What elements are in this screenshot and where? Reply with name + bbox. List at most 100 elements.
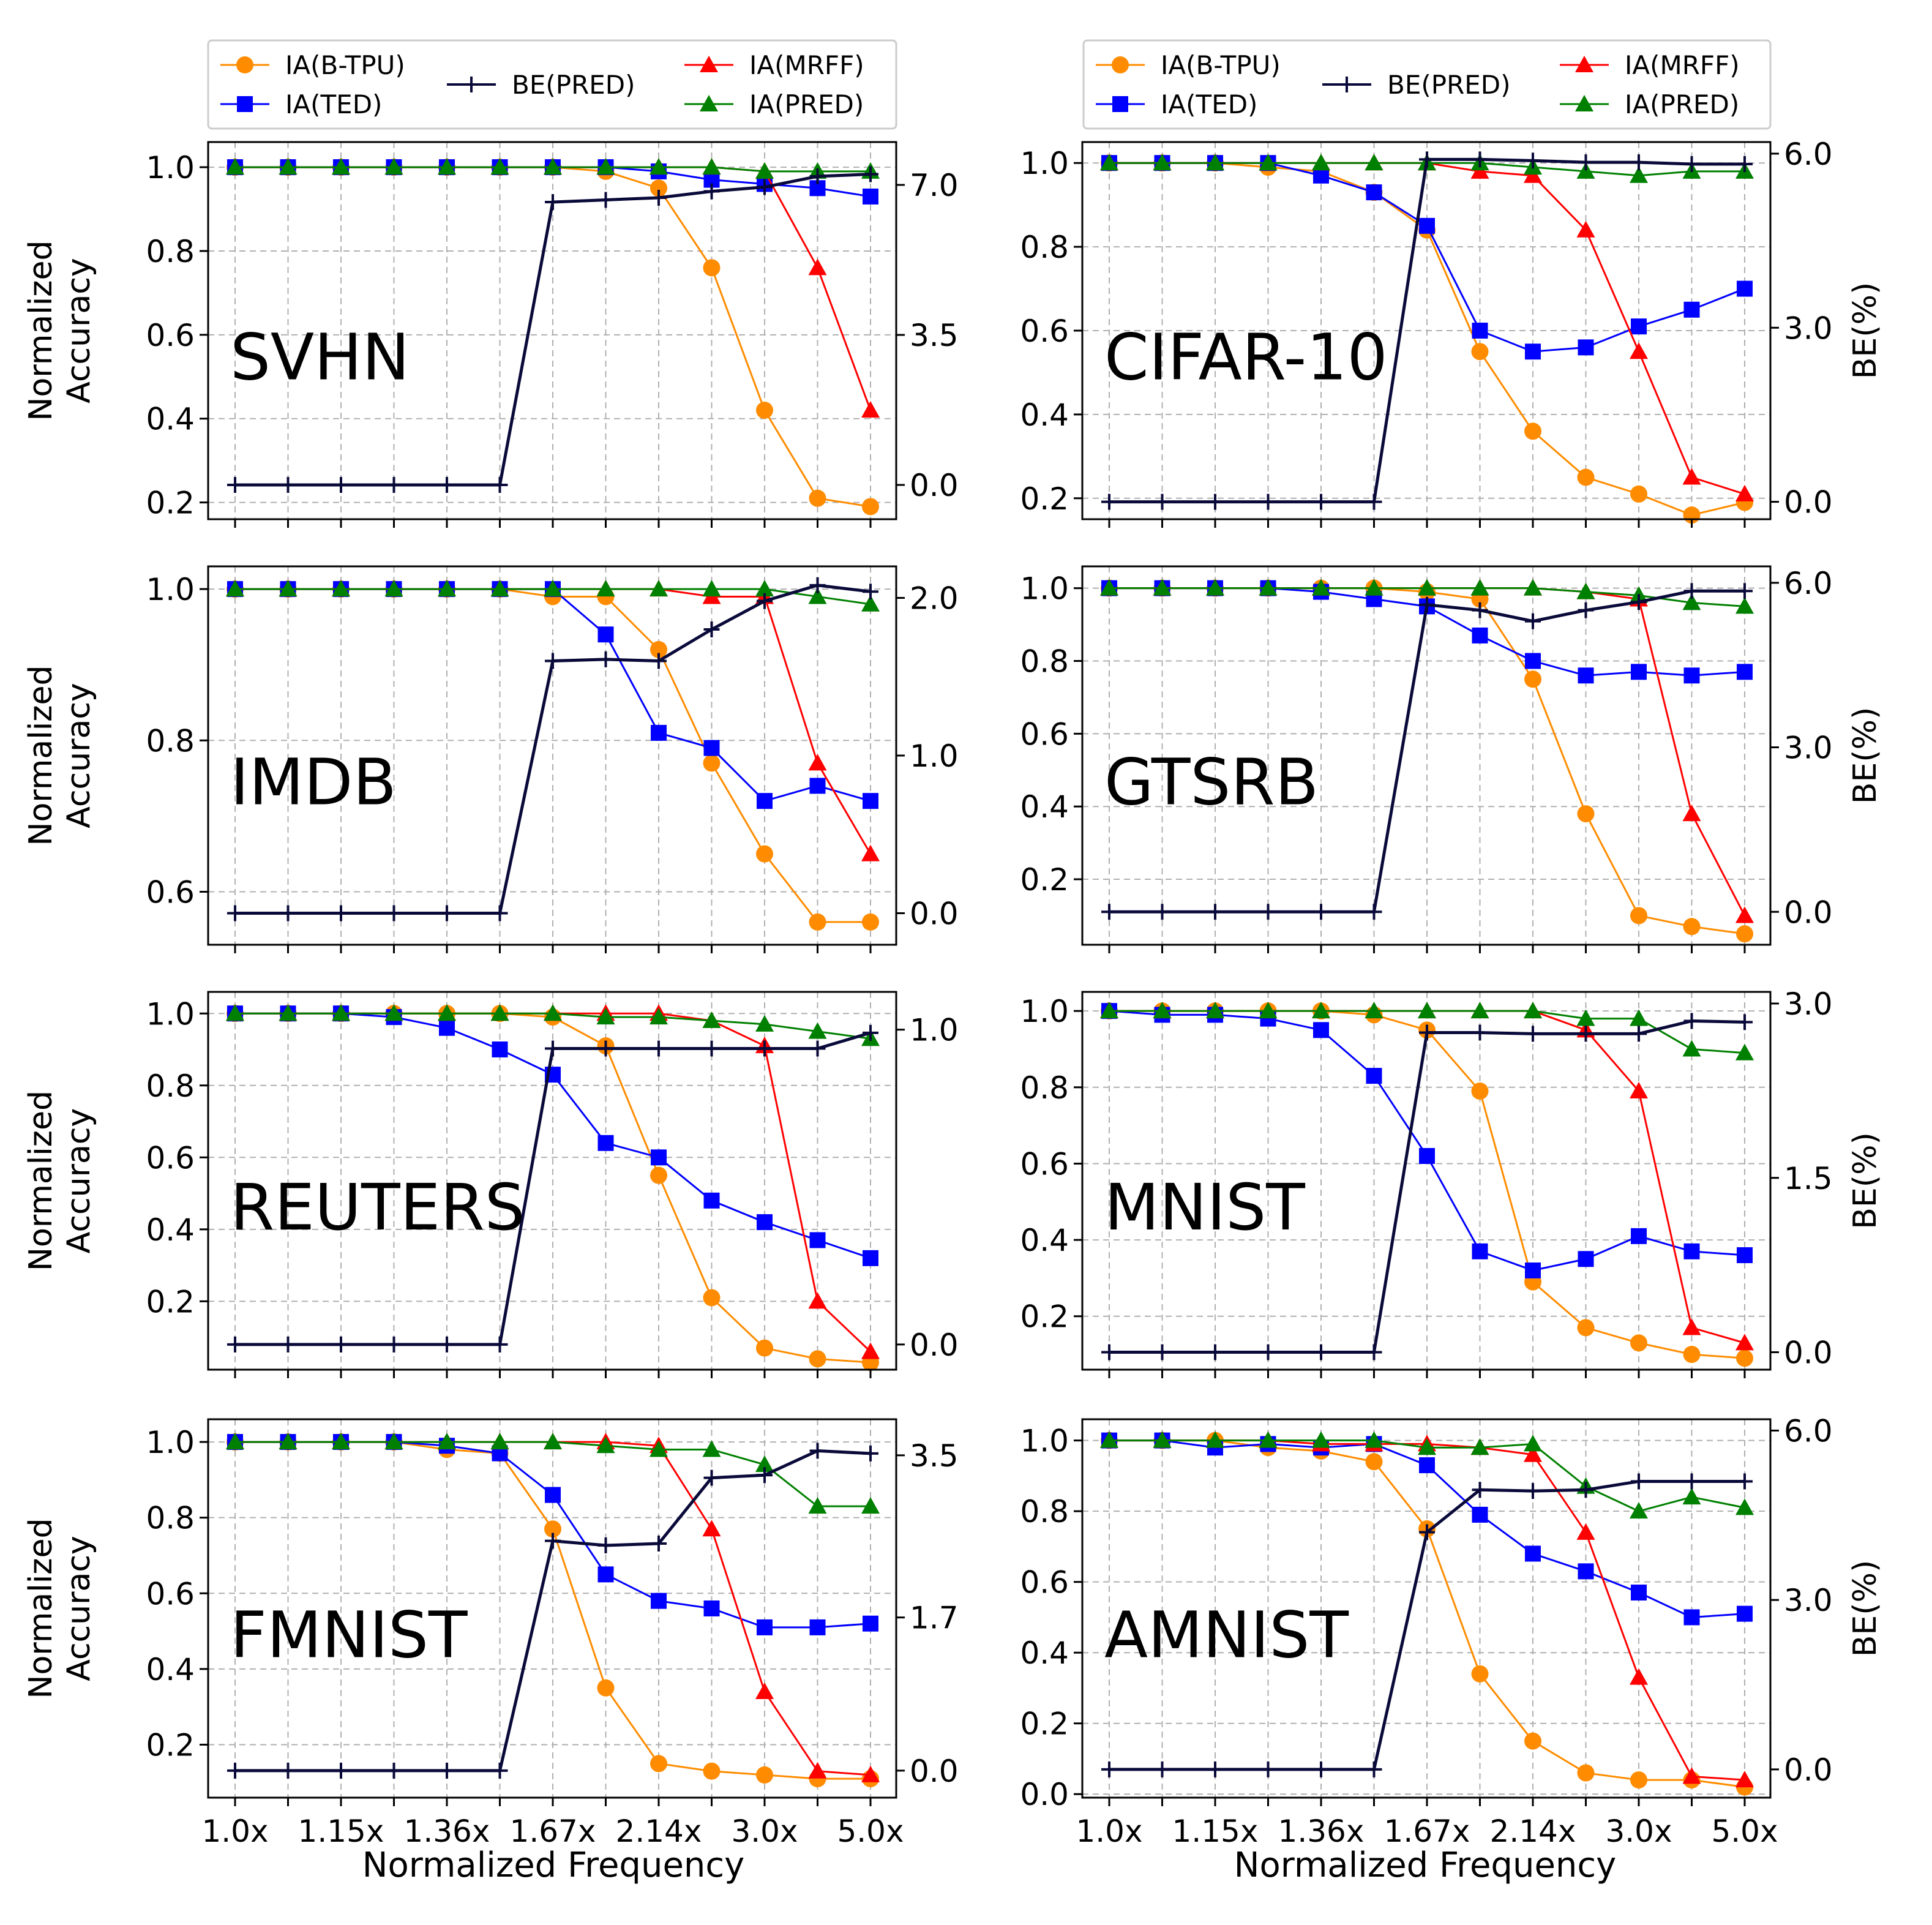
data-point-b_tpu — [862, 913, 879, 931]
data-point-b_tpu — [703, 259, 721, 277]
data-point-pred — [755, 1455, 774, 1473]
y2-tick-label: 1.0 — [910, 738, 959, 774]
data-point-be_pred — [1683, 156, 1700, 173]
data-point-b_tpu — [1577, 468, 1595, 486]
panel-imdb: 0.6 0.8 1.0 0.0 1.0 2.0 IMDB NormalizedAccuracy — [23, 565, 959, 953]
data-point-pred — [1153, 154, 1172, 171]
data-point-be_pred — [1578, 1482, 1594, 1498]
y2-tick-label: 0.0 — [1784, 485, 1833, 520]
y2-tick-label: 3.5 — [910, 1438, 959, 1474]
data-point-be_pred — [545, 194, 561, 210]
data-point-be_pred — [333, 1336, 349, 1353]
data-point-be_pred — [703, 1040, 720, 1057]
y-tick-label: 1.0 — [1020, 1424, 1069, 1459]
data-point-be_pred — [1207, 904, 1223, 920]
data-point-pred — [384, 1433, 403, 1450]
data-point-ted — [1683, 1609, 1700, 1626]
series-pred — [226, 1433, 880, 1514]
data-point-pred — [650, 580, 668, 597]
data-point-be_pred — [1472, 1482, 1488, 1498]
legend-marker-b_tpu — [1112, 56, 1129, 73]
panel-amnist: 1.0x 1.15x 1.36x 1.67x 2.14x 3.0x 5.0x0.00.20.… — [23, 1413, 1884, 1849]
data-point-ted — [757, 1214, 773, 1231]
series-be_pred — [1101, 1013, 1753, 1360]
data-point-pred — [279, 1433, 298, 1450]
data-point-ted — [1419, 217, 1435, 234]
data-point-b_tpu — [1524, 670, 1541, 688]
data-point-mrff — [1630, 342, 1648, 359]
data-point-ted — [651, 724, 667, 741]
data-point-mrff — [1682, 1318, 1701, 1335]
data-point-pred — [1259, 579, 1278, 596]
data-point-be_pred — [1737, 1014, 1753, 1030]
panel-gtsrb: 0.2 0.4 0.6 0.8 1.0 0.0 3.0 6.0 GTSRB NormalizedA… — [23, 565, 1884, 953]
panel-fmnist: 1.0x 1.15x 1.36x 1.67x 2.14x 3.0x 5.0x 0.2 0.4 0.… — [23, 1418, 959, 1849]
data-point-be_pred — [809, 1040, 826, 1057]
data-point-pred — [596, 1436, 615, 1454]
data-point-be_pred — [1419, 1024, 1435, 1041]
y-tick-label: 0.2 — [1020, 481, 1069, 517]
y2-tick-label: 2.0 — [910, 581, 959, 617]
legend-label-mrff: IA(MRFF) — [1625, 50, 1740, 80]
data-point-be_pred — [1631, 594, 1647, 610]
data-point-be_pred — [439, 1762, 455, 1779]
data-point-be_pred — [1525, 152, 1541, 169]
x-tick-label: 3.0x — [731, 1814, 798, 1849]
y2-axis-label: BE(%) — [1847, 1560, 1884, 1657]
y-tick-label: 0.8 — [146, 723, 195, 759]
data-point-pred — [1365, 1002, 1383, 1019]
legend-label-ted: IA(TED) — [285, 89, 382, 119]
legends: IA(B-TPU) IA(TED) BE(PRED) IA(MRFF) IA(PRED)… — [207, 39, 1772, 130]
panel-reuters: 0.2 0.4 0.6 0.8 1.0 0.0 1.0 REUTERS NormalizedAc… — [23, 991, 959, 1378]
data-point-pred — [1682, 1488, 1701, 1505]
data-point-pred — [226, 158, 244, 175]
dataset-label: GTSRB — [1104, 745, 1319, 819]
data-point-ted — [439, 1019, 455, 1036]
data-point-be_pred — [280, 1762, 296, 1779]
legend-marker-ted — [237, 96, 253, 112]
data-point-pred — [1630, 1009, 1648, 1026]
y-tick-label: 0.8 — [1020, 230, 1069, 265]
y2-axis-label: BE(%) — [1847, 1132, 1884, 1229]
data-point-pred — [702, 580, 721, 597]
data-point-be_pred — [492, 1762, 508, 1779]
data-point-pred — [755, 580, 774, 597]
y2-tick-label: 0.0 — [910, 1754, 959, 1789]
data-point-mrff — [861, 844, 880, 861]
y2-axis-label: BE(%) — [1847, 707, 1884, 805]
dataset-label: AMNIST — [1104, 1597, 1349, 1672]
legend-marker-pred — [1575, 95, 1593, 111]
data-point-b_tpu — [1683, 918, 1701, 936]
data-point-pred — [755, 162, 774, 179]
data-point-be_pred — [703, 1469, 720, 1486]
data-point-b_tpu — [1577, 805, 1595, 823]
data-point-b_tpu — [650, 640, 667, 658]
y-tick-label: 0.4 — [1020, 789, 1069, 825]
data-point-be_pred — [809, 577, 826, 593]
data-point-be_pred — [651, 1536, 667, 1552]
data-point-ted — [651, 1593, 667, 1609]
data-point-b_tpu — [1736, 1349, 1753, 1367]
data-point-be_pred — [492, 1336, 508, 1353]
data-point-be_pred — [439, 905, 455, 921]
data-point-mrff — [1470, 162, 1489, 179]
data-point-be_pred — [280, 905, 296, 921]
legend-marker-pred — [700, 95, 718, 111]
y-axis-label: NormalizedAccuracy — [23, 241, 97, 421]
data-point-be_pred — [1313, 904, 1329, 920]
data-point-pred — [1576, 582, 1595, 599]
series-pred — [1100, 1431, 1754, 1519]
y2-tick-label: 0.0 — [910, 896, 959, 932]
data-point-mrff — [861, 401, 880, 418]
data-point-b_tpu — [1736, 925, 1753, 943]
y-tick-label: 0.6 — [146, 318, 195, 353]
data-point-be_pred — [1313, 1344, 1329, 1360]
data-point-pred — [1100, 1002, 1118, 1019]
series-pred — [1100, 1002, 1754, 1060]
data-point-be_pred — [1101, 904, 1117, 920]
data-point-pred — [384, 580, 403, 597]
data-point-b_tpu — [1471, 1083, 1489, 1100]
data-point-pred — [1630, 1502, 1648, 1519]
data-point-mrff — [808, 754, 827, 771]
